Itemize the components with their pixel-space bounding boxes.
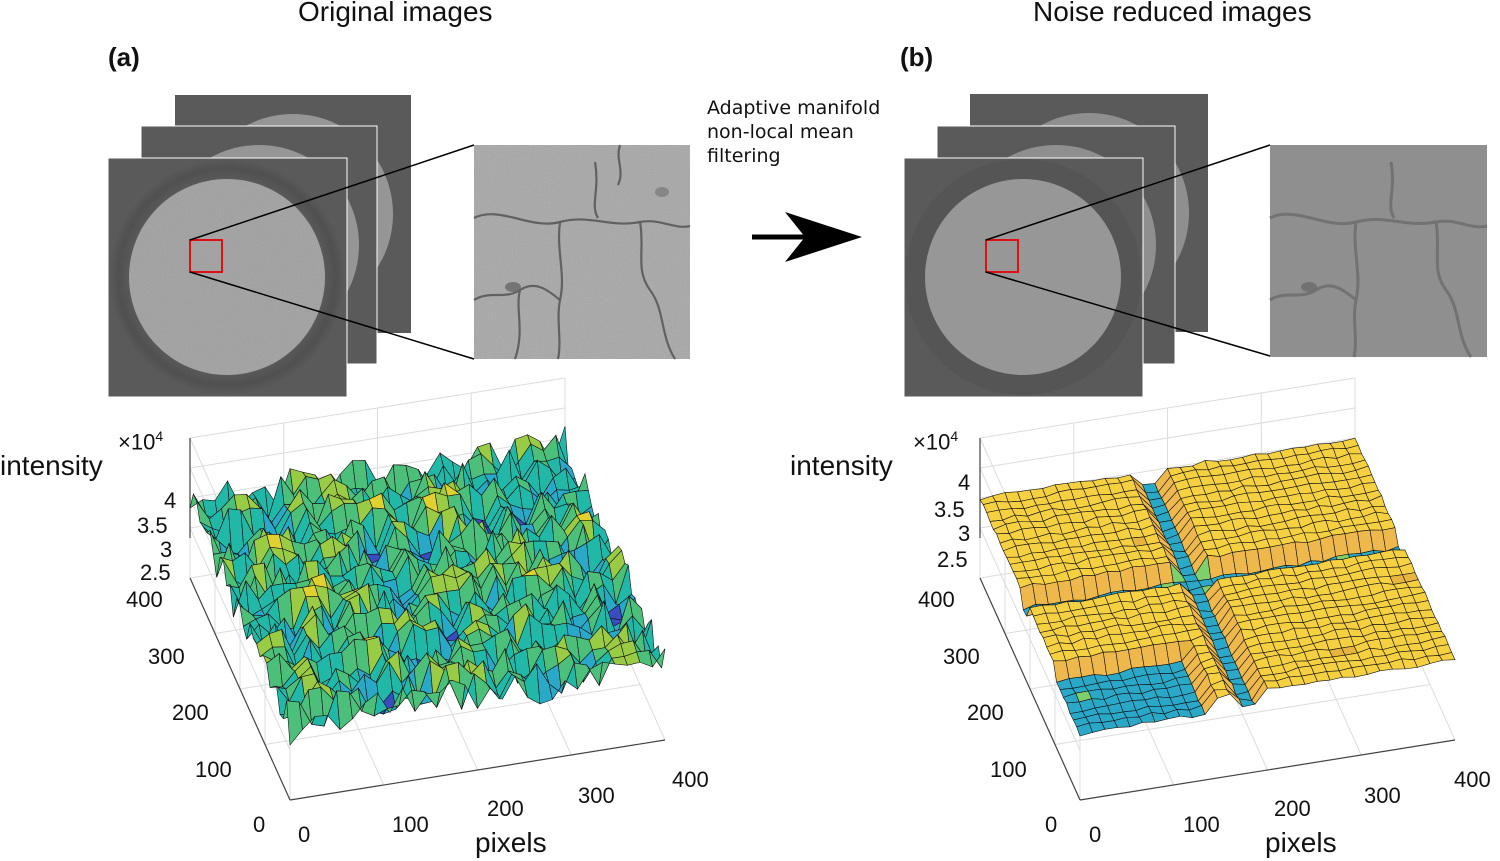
y-tick-100-b: 100 bbox=[990, 757, 1027, 782]
zoom-line-top-original bbox=[189, 144, 475, 241]
zoom-line-top-b bbox=[985, 144, 1271, 241]
z-exponent-base-b: ×10 bbox=[913, 429, 951, 455]
z-axis-label-noise-reduced: intensity bbox=[790, 450, 893, 481]
y-tick-400-a: 400 bbox=[126, 587, 163, 612]
z-exponent-power: 4 bbox=[155, 428, 164, 444]
plot-axes bbox=[189, 438, 666, 801]
x-axis-label-original: pixels bbox=[475, 827, 547, 858]
x-tick-0-b: 0 bbox=[1089, 822, 1102, 847]
slice-stack-original bbox=[107, 95, 475, 398]
heading-noise-reduced: Noise reduced images bbox=[1033, 0, 1312, 27]
x-tick-200-b: 200 bbox=[1274, 796, 1311, 821]
y-tick-200-a: 200 bbox=[172, 700, 209, 725]
y-tick-400-b: 400 bbox=[918, 587, 955, 612]
x-tick-300-b: 300 bbox=[1364, 783, 1401, 808]
caption-line-1: Adaptive manifold bbox=[707, 97, 881, 119]
zoom-line-bottom-b bbox=[985, 271, 1271, 357]
z-tick-3.5-b: 3.5 bbox=[934, 497, 965, 522]
x-axis-label-noise-reduced: pixels bbox=[1265, 827, 1337, 858]
caption-line-3: filtering bbox=[707, 145, 781, 167]
slice-front-b bbox=[903, 157, 1144, 398]
plot-axes bbox=[979, 438, 1456, 801]
slice-stack-noise-reduced bbox=[903, 94, 1271, 398]
panel-label-b: (b) bbox=[900, 42, 934, 72]
z-exponent-base: ×10 bbox=[118, 429, 156, 455]
z-exponent-noise-reduced: ×104 bbox=[913, 428, 958, 455]
y-tick-300-b: 300 bbox=[943, 644, 980, 669]
zoom-inset-noise-reduced bbox=[1269, 145, 1488, 358]
x-tick-400-a: 400 bbox=[672, 767, 709, 792]
heading-original: Original images bbox=[298, 0, 493, 27]
zoom-inset-original bbox=[473, 144, 691, 360]
x-tick-100-b: 100 bbox=[1183, 812, 1220, 837]
surface-mesh bbox=[979, 437, 1456, 737]
z-tick-3-b: 3 bbox=[958, 521, 971, 546]
slice-front bbox=[107, 157, 348, 398]
y-tick-0-a: 0 bbox=[253, 812, 266, 837]
z-tick-3.5-a: 3.5 bbox=[137, 513, 168, 538]
z-tick-2.5-b: 2.5 bbox=[937, 547, 968, 572]
process-caption: Adaptive manifold non-local mean filteri… bbox=[707, 96, 880, 168]
caption-line-2: non-local mean bbox=[707, 121, 854, 143]
z-exponent-original: ×104 bbox=[118, 428, 163, 455]
roi-box-original bbox=[189, 239, 223, 273]
z-tick-4-a: 4 bbox=[164, 488, 177, 513]
x-tick-200-a: 200 bbox=[487, 796, 524, 821]
y-tick-200-b: 200 bbox=[967, 700, 1004, 725]
x-tick-400-b: 400 bbox=[1454, 767, 1491, 792]
surface-plot-noise-reduced bbox=[979, 377, 1456, 801]
roi-box-noise-reduced bbox=[985, 239, 1019, 273]
y-tick-300-a: 300 bbox=[148, 644, 185, 669]
z-tick-3-a: 3 bbox=[160, 537, 173, 562]
zoom-line-bottom-original bbox=[189, 271, 475, 360]
x-tick-300-a: 300 bbox=[578, 783, 615, 808]
panel-label-a: (a) bbox=[108, 42, 140, 72]
surface-plot-original bbox=[189, 377, 666, 801]
y-tick-100-a: 100 bbox=[195, 757, 232, 782]
surface-mesh bbox=[189, 426, 666, 746]
x-tick-100-a: 100 bbox=[392, 812, 429, 837]
z-tick-4-b: 4 bbox=[958, 470, 971, 495]
y-tick-0-b: 0 bbox=[1045, 812, 1058, 837]
z-axis-label-original: intensity bbox=[0, 450, 103, 481]
x-tick-0-a: 0 bbox=[298, 822, 311, 847]
z-tick-2.5-a: 2.5 bbox=[140, 560, 171, 585]
process-arrow bbox=[752, 212, 862, 262]
z-exponent-power-b: 4 bbox=[950, 428, 959, 444]
